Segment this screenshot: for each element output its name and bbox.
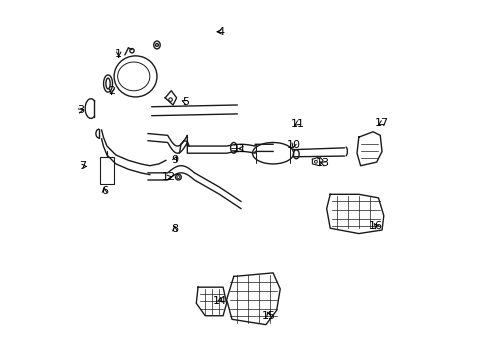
Bar [100, 157, 114, 184]
Text: 14: 14 [213, 296, 227, 306]
Text: 3: 3 [77, 105, 84, 115]
Text: 6: 6 [101, 186, 108, 196]
Text: 10: 10 [286, 140, 300, 150]
Text: 9: 9 [171, 155, 178, 165]
Text: 5: 5 [182, 97, 189, 107]
Text: 2: 2 [108, 86, 115, 96]
Text: 11: 11 [233, 144, 247, 154]
Text: 15: 15 [261, 311, 275, 321]
Text: 13: 13 [315, 158, 329, 168]
Text: 12: 12 [162, 172, 176, 182]
Text: 1: 1 [115, 49, 122, 59]
Text: 7: 7 [80, 161, 86, 171]
Text: 11: 11 [290, 118, 304, 129]
Text: 16: 16 [368, 221, 382, 231]
Text: 17: 17 [374, 118, 388, 128]
Text: 4: 4 [217, 27, 224, 37]
Text: 8: 8 [171, 224, 178, 234]
